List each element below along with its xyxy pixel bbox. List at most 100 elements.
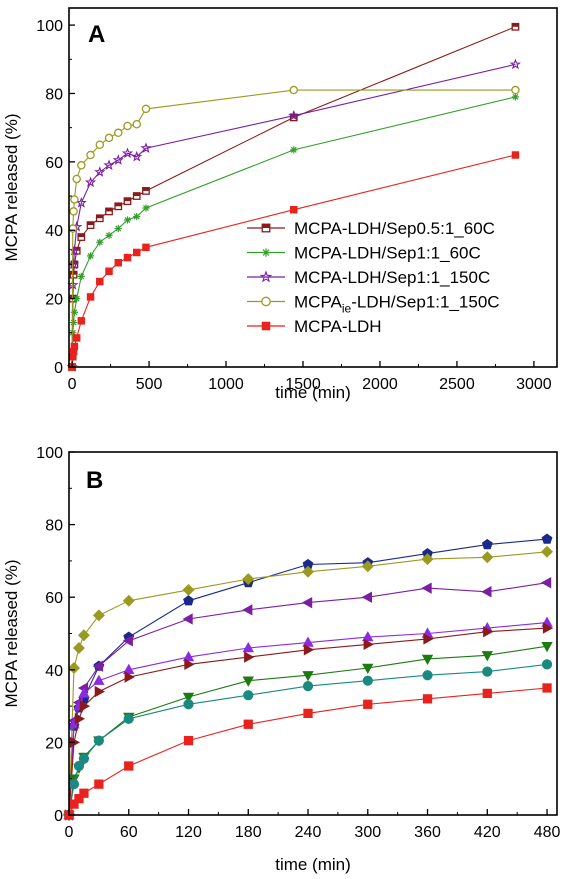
legend-label: MCPAie-LDH/Sep1:1_150C: [294, 293, 500, 316]
x-tick-label: 2500: [439, 376, 475, 393]
data-point: [72, 334, 81, 342]
series-7: [64, 683, 552, 820]
data-point: [421, 582, 432, 594]
data-point: [361, 591, 372, 603]
legend-marker: [261, 248, 271, 257]
data-point: [96, 277, 104, 286]
data-point: [86, 150, 95, 160]
data-point: [142, 243, 150, 252]
series-4: [64, 622, 554, 821]
data-point: [183, 595, 194, 606]
series-6: [63, 659, 553, 821]
legend-item: MCPA-LDH/Sep0.5:1_60C: [247, 219, 495, 238]
data-point: [132, 192, 141, 200]
data-point: [183, 699, 194, 710]
data-point: [92, 609, 105, 622]
data-point: [244, 651, 255, 663]
data-point: [243, 690, 254, 701]
data-point: [422, 670, 433, 681]
series-2: [62, 577, 552, 821]
data-point: [93, 674, 105, 685]
data-point: [290, 146, 298, 154]
legend-item: MCPA-LDH: [247, 317, 382, 336]
data-point: [242, 604, 253, 616]
data-point: [303, 644, 315, 656]
data-point: [79, 700, 91, 712]
data-point: [481, 586, 492, 598]
data-point: [86, 221, 95, 229]
data-point: [511, 151, 520, 159]
data-point: [70, 318, 78, 327]
legend-label: MCPA-LDH/Sep1:1_60C: [294, 244, 481, 263]
series-5: [63, 642, 553, 822]
data-point: [92, 660, 104, 672]
y-tick-label: 100: [36, 18, 63, 35]
x-tick-label: 420: [474, 824, 501, 841]
data-point: [363, 638, 374, 651]
data-point: [67, 661, 81, 675]
x-tick-label: 0: [65, 824, 74, 841]
data-point: [182, 650, 195, 662]
data-point: [124, 761, 134, 771]
series-line: [68, 687, 548, 816]
data-point: [132, 248, 141, 257]
data-point: [182, 692, 195, 704]
data-point: [541, 545, 554, 558]
data-point: [541, 533, 553, 544]
x-tick-label: 120: [175, 824, 202, 841]
data-point: [94, 779, 104, 789]
data-point: [72, 641, 85, 655]
data-point: [74, 713, 86, 725]
data-point: [94, 685, 105, 698]
data-point: [68, 224, 78, 233]
series-4: [68, 151, 520, 371]
data-point: [482, 688, 492, 699]
data-point: [303, 708, 313, 718]
data-point: [482, 666, 493, 677]
data-point: [124, 671, 135, 683]
data-point: [242, 573, 255, 586]
x-axis-label: time (min): [275, 855, 351, 874]
data-point: [78, 753, 90, 764]
x-tick-label: 0: [68, 376, 77, 393]
y-tick-label: 0: [54, 360, 63, 377]
x-tick-label: 1000: [208, 376, 244, 393]
data-point: [511, 22, 520, 31]
y-tick-label: 80: [45, 518, 63, 535]
x-tick-label: 480: [534, 824, 561, 841]
data-point: [542, 683, 552, 693]
data-point: [86, 252, 95, 260]
data-point: [93, 735, 104, 746]
data-point: [70, 342, 79, 351]
data-point: [123, 663, 135, 674]
data-point: [122, 635, 133, 647]
legend-label: MCPA-LDH/Sep0.5:1_60C: [294, 219, 495, 238]
data-point: [79, 788, 89, 798]
data-point: [123, 121, 132, 131]
y-axis-label: MCPA released (%): [2, 559, 21, 707]
x-tick-label: 1500: [285, 376, 321, 393]
data-point: [483, 626, 494, 638]
series-1: [62, 545, 554, 822]
data-point: [142, 204, 150, 212]
data-point: [302, 671, 314, 682]
y-tick-label: 80: [45, 86, 63, 103]
data-point: [362, 631, 374, 642]
data-point: [84, 176, 97, 188]
data-point: [123, 713, 134, 724]
x-tick-label: 300: [354, 824, 381, 841]
data-point: [121, 147, 134, 159]
data-point: [302, 636, 314, 647]
legend-item: MCPA-LDH/Sep1:1_60C: [247, 244, 481, 263]
y-tick-label: 100: [36, 445, 63, 462]
data-point: [123, 197, 132, 206]
data-point: [362, 663, 374, 675]
data-point: [142, 187, 150, 195]
data-point: [131, 150, 143, 162]
y-tick-label: 60: [45, 155, 63, 172]
y-tick-label: 40: [45, 663, 63, 680]
data-point: [541, 659, 553, 670]
legend: MCPA-LDH/Sep0.5:1_60C MCPA-LDH/Sep1:1_60C…: [247, 219, 500, 336]
